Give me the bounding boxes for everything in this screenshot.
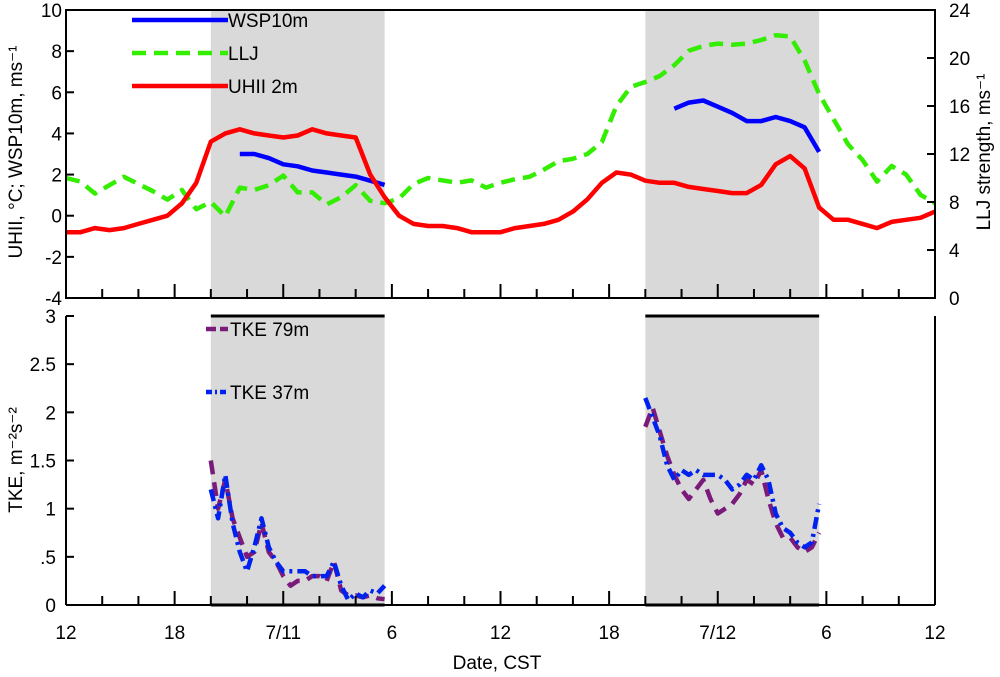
bottom-xtick-label: 18 [599, 623, 620, 644]
bottom-ytick-label: 2.5 [30, 355, 56, 376]
top-right-ytick-label: 8 [949, 193, 960, 214]
legend-label-wsp10m: WSP10m [228, 11, 308, 32]
bottom-ytick-label: 0 [45, 596, 56, 617]
top-left-ytick-label: 10 [41, 1, 62, 22]
top-ylabel-left: UHII, °C; WSP10m, ms⁻¹ [6, 46, 27, 259]
top-right-ytick-label: 12 [949, 145, 970, 166]
series-line-wsp10m-0 [239, 151, 386, 188]
bottom-ytick-label: 1 [45, 500, 56, 521]
series-line-tke-37m-3 [643, 397, 822, 550]
bottom-xtick-label: 6 [821, 623, 832, 644]
top-shaded-period-2 [645, 10, 820, 298]
bottom-xtick-label: 6 [387, 623, 398, 644]
series-line-tke-79m-0 [208, 460, 385, 602]
series-line-wsp10m-1 [673, 98, 822, 154]
bottom-xtick-label: 18 [164, 623, 185, 644]
top-shaded-period-1 [210, 10, 385, 298]
top-left-ytick-label: 0 [51, 207, 62, 228]
legend-label-tke-37m: TKE 37m [230, 383, 309, 404]
top-ylabel-right: LLJ strength, ms⁻¹ [974, 74, 995, 231]
legend-label-tke-79m: TKE 79m [230, 320, 309, 341]
x-axis-title: Date, CST [453, 653, 542, 674]
bottom-xtick-label: 7/11 [265, 623, 301, 644]
bottom-ytick-label: 2 [45, 403, 56, 424]
top-right-ytick-label: 20 [949, 49, 970, 70]
bottom-panel: 0 .5 1 1.5 2 2.5 3 12 18 7/11 6 12 18 7/12 6 12 TKE 79m T… [30, 307, 946, 644]
series-line-tke-37m-2 [208, 472, 387, 603]
top-left-ytick-label: 4 [51, 124, 62, 145]
series-line-uhii-2m-3 [66, 127, 936, 235]
bottom-ytick-label: 3 [45, 307, 56, 328]
top-right-ytick-label: 16 [949, 97, 970, 118]
legend-label-llj: LLJ [228, 44, 259, 65]
bottom-xtick-label: 7/12 [699, 623, 736, 644]
bottom-ytick-label: .5 [40, 548, 56, 569]
bottom-ytick-label: 1.5 [30, 452, 56, 473]
bottom-xtick-label: 12 [55, 623, 76, 644]
top-left-ytick-label: -2 [45, 248, 62, 269]
bottom-xtick-label: 12 [924, 623, 945, 644]
bottom-ylabel: TKE, m⁻²s⁻² [6, 407, 27, 513]
top-left-ytick-label: 2 [51, 166, 62, 187]
legend-label-uhii-2m: UHII 2m [228, 77, 298, 98]
top-right-ytick-label: 0 [949, 289, 960, 310]
top-left-ytick-label: 8 [51, 42, 62, 63]
bottom-shaded-period-1 [210, 316, 385, 605]
top-right-ytick-label: 4 [949, 241, 960, 262]
bottom-shaded-period-2 [645, 316, 820, 605]
bottom-xtick-label: 12 [490, 623, 511, 644]
top-left-ytick-label: 6 [51, 83, 62, 104]
top-left-ytick-label: -4 [45, 289, 62, 310]
top-right-ytick-label: 24 [949, 1, 971, 22]
